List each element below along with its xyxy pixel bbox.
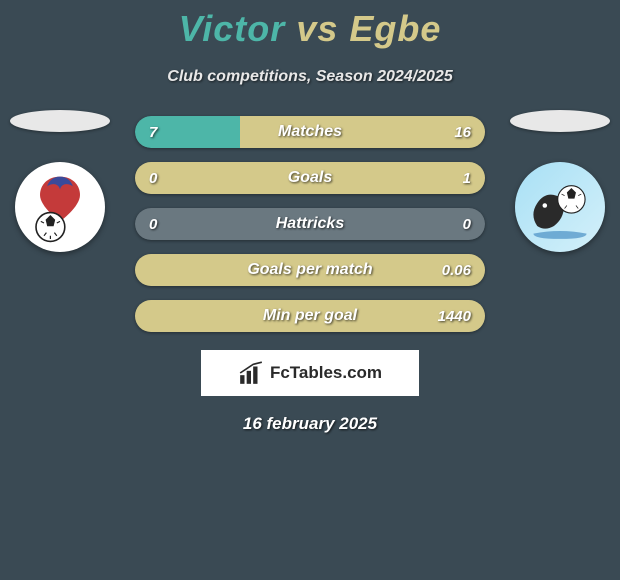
brand-box[interactable]: FcTables.com [201, 350, 419, 396]
stat-row: Goals per match 0.06 [135, 254, 485, 286]
title-player2: Egbe [349, 8, 441, 49]
stat-row: 0 Hattricks 0 [135, 208, 485, 240]
stat-label: Min per goal [263, 307, 357, 325]
stat-value-right: 0.06 [442, 262, 471, 279]
brand-text: FcTables.com [270, 363, 382, 383]
flag-right [510, 110, 610, 132]
stat-label: Matches [278, 123, 342, 141]
flag-left [10, 110, 110, 132]
title-vs: vs [296, 8, 338, 49]
club-logo-right [515, 162, 605, 252]
comparison-area: 7 Matches 16 0 Goals 1 0 Hattricks 0 Goals per ma… [0, 116, 620, 332]
club-logo-left [15, 162, 105, 252]
page-title: Victor vs Egbe [0, 0, 620, 50]
stat-value-right: 1 [463, 170, 471, 187]
subtitle: Club competitions, Season 2024/2025 [0, 68, 620, 86]
stat-row: 0 Goals 1 [135, 162, 485, 194]
stat-value-right: 0 [463, 216, 471, 233]
stat-label: Goals per match [247, 261, 372, 279]
stat-label: Hattricks [276, 215, 344, 233]
left-player-visuals [10, 110, 110, 252]
stat-value-right: 1440 [438, 308, 471, 325]
stat-row: Min per goal 1440 [135, 300, 485, 332]
chart-icon [238, 360, 264, 386]
right-player-visuals [510, 110, 610, 252]
date: 16 february 2025 [0, 414, 620, 434]
stat-value-left: 0 [149, 170, 157, 187]
title-player1: Victor [179, 8, 286, 49]
stat-value-right: 16 [454, 124, 471, 141]
stat-row: 7 Matches 16 [135, 116, 485, 148]
stat-bar-right [240, 116, 485, 148]
stat-value-left: 0 [149, 216, 157, 233]
stat-label: Goals [288, 169, 332, 187]
stat-value-left: 7 [149, 124, 157, 141]
